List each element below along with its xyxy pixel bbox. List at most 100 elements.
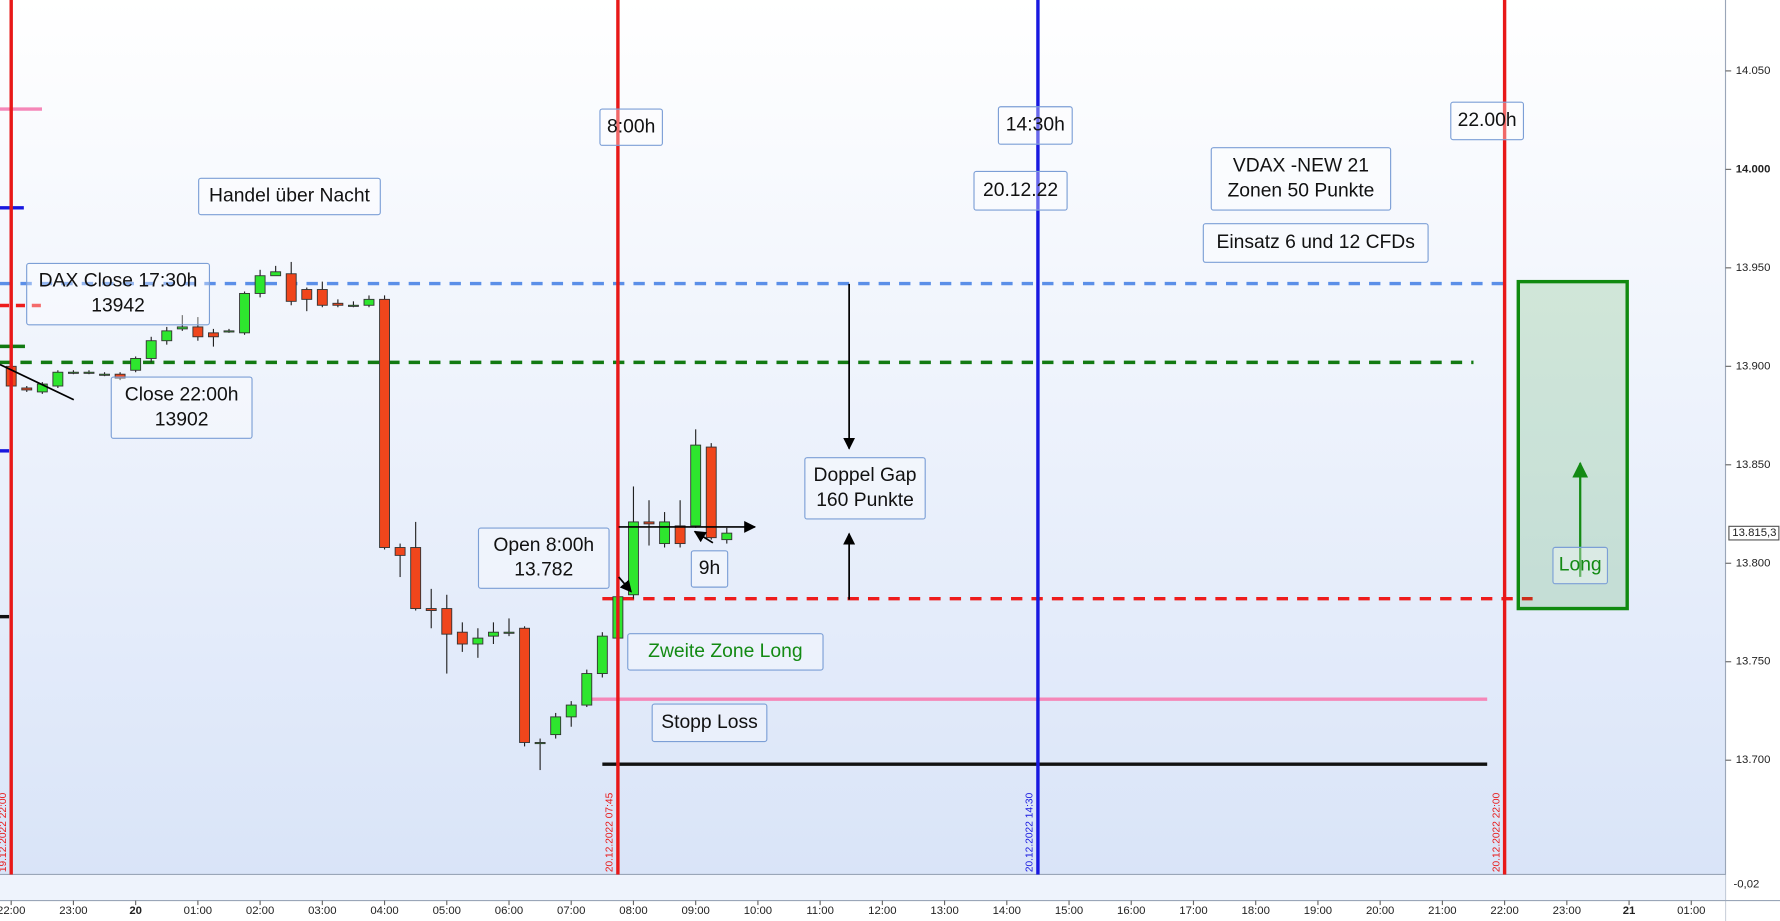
x-tick-label: 02:00 — [246, 905, 274, 917]
last-price-label: 13.815,3 — [1732, 527, 1776, 539]
candle-body — [254, 275, 266, 294]
x-tick-label: 09:00 — [681, 905, 709, 917]
candle-body — [52, 371, 64, 387]
candle-body — [363, 298, 375, 306]
candle-body — [301, 289, 313, 300]
candle-body — [721, 532, 733, 541]
x-tick-label: 11:00 — [806, 905, 834, 917]
arrow — [693, 530, 714, 544]
candle-body — [519, 627, 530, 743]
annotation: Doppel Gap 160 Punkte — [804, 457, 926, 520]
annotation-box — [26, 262, 211, 326]
annotation: 9h — [690, 550, 729, 588]
candle-body — [348, 304, 359, 307]
annotation: VDAX -NEW 21 Zonen 50 Punkte — [1210, 147, 1392, 211]
candle-body — [316, 289, 328, 306]
plot-background — [0, 0, 1726, 875]
time-line-label: 20.12.2022 22:00 — [1491, 792, 1502, 872]
candle-body — [410, 547, 422, 610]
candle-body — [130, 357, 142, 371]
annotation: Stopp Loss — [651, 703, 768, 743]
annotation-text: 9h — [699, 558, 720, 579]
left-level-markers — [0, 107, 43, 619]
x-tick-label: 12:00 — [868, 905, 896, 917]
x-tick-label: 06:00 — [495, 905, 523, 917]
candle-body — [161, 330, 173, 342]
candle-body — [441, 608, 453, 635]
candle-body — [99, 373, 110, 376]
x-tick-label: 17:00 — [1179, 905, 1207, 917]
annotation-text: Zweite Zone Long — [648, 641, 802, 662]
x-tick-label: 20 — [129, 905, 142, 917]
annotation-text: DAX Close 17:30h — [39, 271, 198, 292]
candle-body — [394, 547, 406, 556]
annotation-text: Long — [1559, 555, 1602, 576]
x-tick-label: 01:00 — [184, 905, 212, 917]
candle-body — [379, 298, 390, 548]
candle-body — [596, 635, 608, 675]
candle-body — [628, 521, 639, 596]
x-tick-label: 14:00 — [993, 905, 1021, 917]
candle-body — [67, 371, 79, 374]
indicator-tick-label: -0,02 — [1733, 879, 1759, 891]
candle-body — [285, 273, 297, 302]
candle-body — [690, 444, 702, 527]
annotation: 22.00h — [1450, 101, 1525, 141]
x-tick-label: 05:00 — [433, 905, 461, 917]
annotation-text: Open 8:00h — [493, 535, 594, 556]
candle-body — [659, 521, 670, 545]
arrow — [618, 576, 632, 593]
annotation-text: 13.782 — [514, 560, 573, 581]
annotation-text: Zonen 50 Punkte — [1227, 180, 1374, 201]
annotation-text: 13942 — [91, 296, 145, 317]
annotation-text: Close 22:00h — [125, 384, 239, 405]
last-price-box — [1728, 525, 1780, 541]
candle-body — [114, 373, 126, 379]
annotation-box — [651, 703, 768, 743]
annotation-text: 14:30h — [1006, 115, 1065, 136]
annotation-box — [599, 108, 663, 146]
annotation-text: 8:00h — [607, 116, 655, 137]
annotation: 14:30h — [997, 106, 1073, 145]
annotation-box — [198, 177, 381, 216]
x-tick-label: 21:00 — [1428, 905, 1456, 917]
candle-body — [674, 525, 686, 545]
annotation: Einsatz 6 und 12 CFDs — [1202, 223, 1429, 263]
candle-body — [472, 637, 484, 645]
x-tick-label: 18:00 — [1242, 905, 1270, 917]
candle-body — [503, 631, 515, 634]
candle-body — [425, 608, 437, 611]
x-tick-label: 20:00 — [1366, 905, 1394, 917]
candle-body — [223, 330, 235, 333]
x-tick-label: 19:00 — [1304, 905, 1332, 917]
candle-body — [581, 673, 593, 706]
candle-body — [488, 631, 499, 637]
annotation-box — [1202, 223, 1429, 263]
candle-body — [208, 332, 219, 338]
candle-body — [21, 387, 33, 391]
annotation-box — [477, 527, 610, 589]
y-tick-label: 13.900 — [1736, 360, 1771, 372]
y-tick-label: 13.700 — [1736, 754, 1771, 766]
price-axis-panel — [1725, 0, 1780, 921]
x-tick-label: 03:00 — [308, 905, 336, 917]
annotation: Long — [1552, 546, 1609, 585]
x-tick-label: 13:00 — [930, 905, 958, 917]
annotation: Close 22:00h 13902 — [110, 376, 253, 439]
arrows — [0, 283, 1589, 600]
annotation-box — [627, 633, 824, 671]
x-tick-label: 15:00 — [1055, 905, 1083, 917]
annotation: DAX Close 17:30h 13942 — [26, 262, 211, 326]
time-line-label: 19.12.2022 22:00 — [0, 792, 9, 872]
x-tick-label: 23:00 — [59, 905, 87, 917]
time-axis-panel — [0, 900, 1726, 921]
x-tick-label: 07:00 — [557, 905, 585, 917]
candle-body — [83, 371, 95, 374]
x-tick-label: 22:00 — [1490, 905, 1518, 917]
indicator-panel — [0, 874, 1726, 901]
candle-body — [270, 271, 282, 277]
y-tick-label: 13.750 — [1736, 656, 1771, 668]
annotation: Handel über Nacht — [198, 177, 381, 216]
